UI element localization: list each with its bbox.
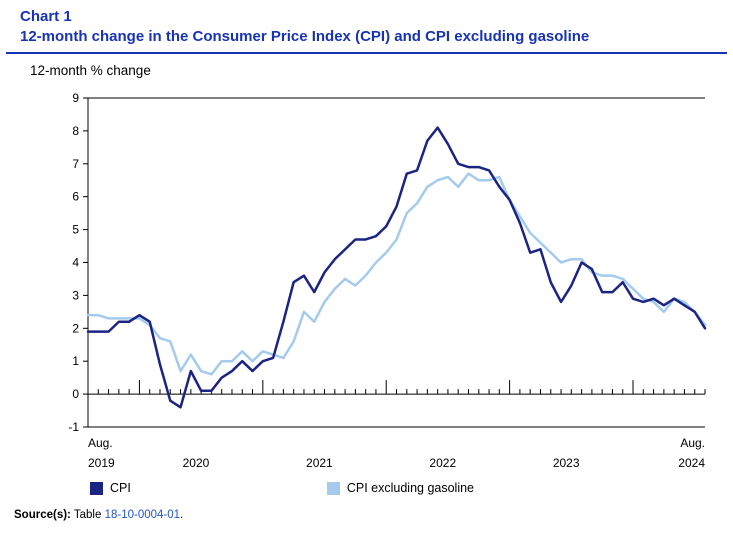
chart-header: Chart 1 12-month change in the Consumer …: [0, 0, 733, 47]
y-tick-label: 2: [72, 321, 79, 335]
x-year-label: 2021: [306, 456, 333, 470]
y-tick-label: 8: [72, 124, 79, 138]
title-rule: [6, 52, 727, 54]
y-tick-label: 9: [72, 91, 79, 105]
x-last-label-month: Aug.: [680, 436, 705, 450]
y-tick-label: 7: [72, 157, 79, 171]
legend-item-cpi: CPI: [90, 481, 131, 495]
legend-label-cpi: CPI: [110, 481, 131, 495]
cpi-ex-gasoline-swatch-icon: [326, 481, 340, 495]
cpi-line-chart: -1 0 1 2 3 4 5 6 7 8 9 2020 2021 2022 2023 Aug. 2019 Aug.…: [68, 91, 707, 470]
y-tick-label: 4: [72, 256, 79, 270]
x-year-label: 2022: [429, 456, 456, 470]
y-tick-label: 6: [72, 190, 79, 204]
source-label: Source(s):: [14, 509, 71, 521]
y-tick-label: 3: [72, 288, 79, 302]
y-tick-label: 1: [72, 354, 79, 368]
x-first-label-year: 2019: [88, 456, 115, 470]
x-year-label: 2023: [553, 456, 580, 470]
cpi-line: [86, 126, 707, 409]
y-tick-label: 5: [72, 223, 79, 237]
source-table-link[interactable]: 18-10-0004-01: [104, 509, 181, 521]
x-first-label-month: Aug.: [88, 436, 113, 450]
source-period: .: [180, 509, 184, 521]
cpi-excluding-gasoline-line: [86, 172, 707, 376]
source-note: Source(s): Table 18-10-0004-01.: [14, 509, 733, 521]
legend-label-cpi-ex-gasoline: CPI excluding gasoline: [346, 481, 475, 495]
cpi-swatch-icon: [90, 481, 103, 495]
y-axis-title: 12-month % change: [30, 63, 151, 78]
chart-area: -1 0 1 2 3 4 5 6 7 8 9 2020 2021 2022 2023 Aug. 2019 Aug.…: [40, 80, 733, 477]
y-tick-label: 0: [72, 387, 79, 401]
source-pre-link: Table: [73, 509, 102, 521]
x-year-label: 2020: [183, 456, 210, 470]
legend-item-cpi-ex-gasoline: CPI excluding gasoline: [326, 481, 475, 495]
chart-title: 12-month change in the Consumer Price In…: [20, 28, 590, 45]
x-last-label-year: 2024: [678, 456, 705, 470]
chart-number-label: Chart 1: [20, 8, 72, 25]
y-tick-label: -1: [68, 420, 79, 434]
chart-legend: CPI CPI excluding gasoline: [90, 481, 733, 495]
